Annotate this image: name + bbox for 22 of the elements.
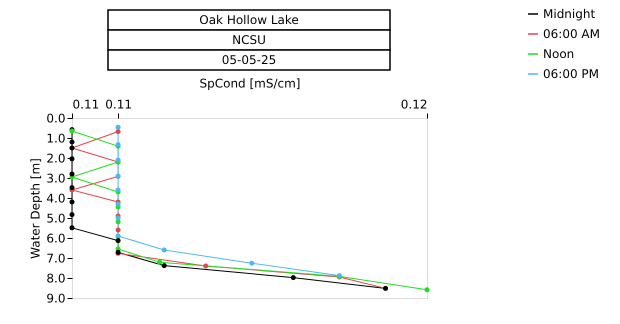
- x-tick-label: 0.11: [105, 98, 132, 112]
- y-tick-label: 8.0: [46, 272, 66, 286]
- y-axis-title: Water Depth [m]: [28, 158, 42, 259]
- legend-label: 06:00 AM: [543, 27, 600, 41]
- y-tick-label: 5.0: [46, 212, 66, 226]
- y-tick-label: 7.0: [46, 252, 66, 266]
- chart-title: Oak Hollow Lake: [199, 13, 299, 27]
- legend-label: Midnight: [543, 7, 596, 21]
- legend-label: 06:00 PM: [543, 67, 599, 81]
- text: 05-05-25: [222, 53, 276, 67]
- y-tick-label: 0.0: [46, 112, 66, 126]
- y-tick-label: 3.0: [46, 172, 66, 186]
- x-tick-label: 0.12: [400, 98, 428, 112]
- y-tick-label: 9.0: [46, 292, 66, 306]
- legend-label: Noon: [543, 47, 574, 61]
- y-tick-label: 2.0: [46, 152, 66, 166]
- y-tick-label: 4.0: [46, 192, 66, 206]
- x-axis-title: SpCond [mS/cm]: [200, 76, 300, 90]
- x-tick-label: 0.11: [72, 98, 100, 112]
- y-tick-label: 6.0: [46, 232, 66, 246]
- y-tick-label: 1.0: [46, 132, 66, 146]
- chart-subtitle: NCSU: [232, 33, 266, 47]
